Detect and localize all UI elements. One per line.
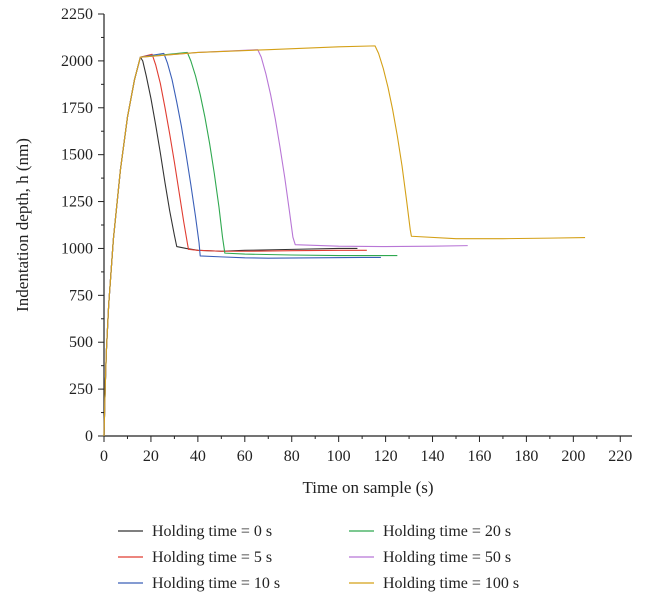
y-tick-label: 750 [69, 287, 93, 304]
legend-label: Holding time = 0 s [152, 523, 272, 540]
x-tick-label: 60 [237, 448, 253, 465]
x-axis-ticks: 0 20 40 60 80 100 120 140 160 180 200 220 [100, 436, 632, 465]
x-tick-label: 0 [100, 448, 108, 465]
y-axis-label: Indentation depth, h (nm) [13, 138, 32, 312]
y-axis-ticks: 0 250 500 750 1000 1250 1500 1750 2000 2250 [61, 6, 104, 445]
y-tick-label: 2250 [61, 6, 93, 23]
plot-area: 0 20 40 60 80 100 120 140 160 180 200 220 0 250 500 75… [61, 6, 632, 465]
series-line [104, 53, 381, 436]
legend-label: Holding time = 5 s [152, 549, 272, 566]
x-tick-label: 120 [374, 448, 398, 465]
legend-label: Holding time = 100 s [383, 575, 519, 592]
x-tick-label: 220 [608, 448, 632, 465]
series-line [104, 50, 468, 436]
y-tick-label: 1000 [61, 240, 93, 257]
y-tick-label: 1500 [61, 147, 93, 164]
series-line [104, 54, 367, 436]
y-tick-label: 250 [69, 381, 93, 398]
x-tick-label: 160 [467, 448, 491, 465]
y-tick-label: 500 [69, 334, 93, 351]
series-lines [104, 46, 585, 436]
x-tick-label: 180 [514, 448, 538, 465]
y-tick-label: 0 [85, 428, 93, 445]
x-tick-label: 140 [421, 448, 445, 465]
legend-label: Holding time = 20 s [383, 523, 511, 540]
x-tick-label: 80 [284, 448, 300, 465]
legend: Holding time = 0 s Holding time = 5 s Hold… [118, 523, 519, 592]
series-line [104, 57, 357, 436]
x-tick-label: 200 [561, 448, 585, 465]
x-tick-label: 100 [327, 448, 351, 465]
x-tick-label: 20 [143, 448, 159, 465]
x-axis-label: Time on sample (s) [302, 478, 433, 497]
x-tick-label: 40 [190, 448, 206, 465]
y-tick-label: 2000 [61, 53, 93, 70]
legend-label: Holding time = 10 s [152, 575, 280, 592]
y-tick-label: 1750 [61, 100, 93, 117]
series-line [104, 52, 397, 436]
y-tick-label: 1250 [61, 194, 93, 211]
legend-label: Holding time = 50 s [383, 549, 511, 566]
series-line [104, 46, 585, 436]
